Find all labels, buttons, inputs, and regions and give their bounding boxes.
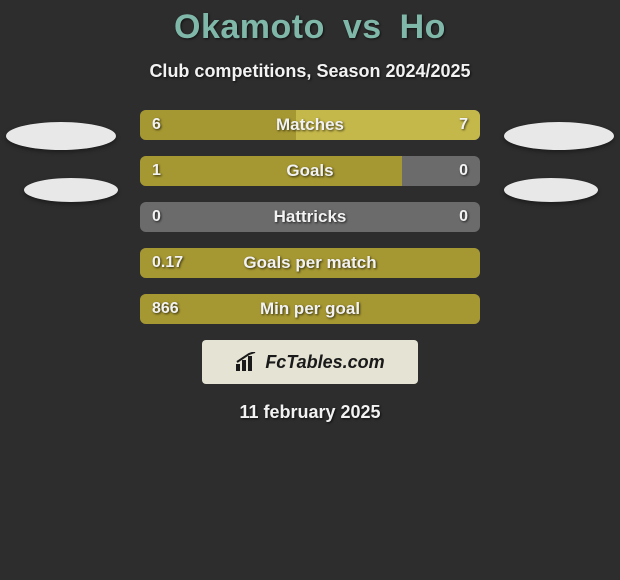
stat-label: Goals per match [140,248,480,278]
stat-value-left: 0.17 [152,248,183,278]
brand-text: FcTables.com [265,352,384,373]
decor-oval-right-1 [504,122,614,150]
stat-row: Goals1 0 [140,156,480,186]
stat-label: Min per goal [140,294,480,324]
stat-label: Hattricks [140,202,480,232]
comparison-infographic: Okamoto vs Ho Club competitions, Season … [0,0,620,580]
stat-row: Hattricks0 0 [140,202,480,232]
decor-oval-left-1 [6,122,116,150]
decor-oval-left-2 [24,178,118,202]
stat-row: Matches6 7 [140,110,480,140]
stat-value-left: 0 [152,202,161,232]
stat-value-left: 6 [152,110,161,140]
vs-text: vs [343,8,382,46]
stat-value-left: 866 [152,294,179,324]
subtitle: Club competitions, Season 2024/2025 [0,61,620,82]
page-title: Okamoto vs Ho [0,0,620,47]
stat-value-right: 0 [459,202,468,232]
stat-row: Goals per match0.17 [140,248,480,278]
stat-label: Goals [140,156,480,186]
brand-box: FcTables.com [202,340,418,384]
decor-oval-right-2 [504,178,598,202]
stat-value-right: 7 [459,110,468,140]
stat-label: Matches [140,110,480,140]
stat-value-left: 1 [152,156,161,186]
player1-name: Okamoto [174,8,325,46]
date-text: 11 february 2025 [0,402,620,423]
stat-value-right: 0 [459,156,468,186]
chart-icon [235,352,259,372]
player2-name: Ho [400,8,446,46]
stat-row: Min per goal866 [140,294,480,324]
